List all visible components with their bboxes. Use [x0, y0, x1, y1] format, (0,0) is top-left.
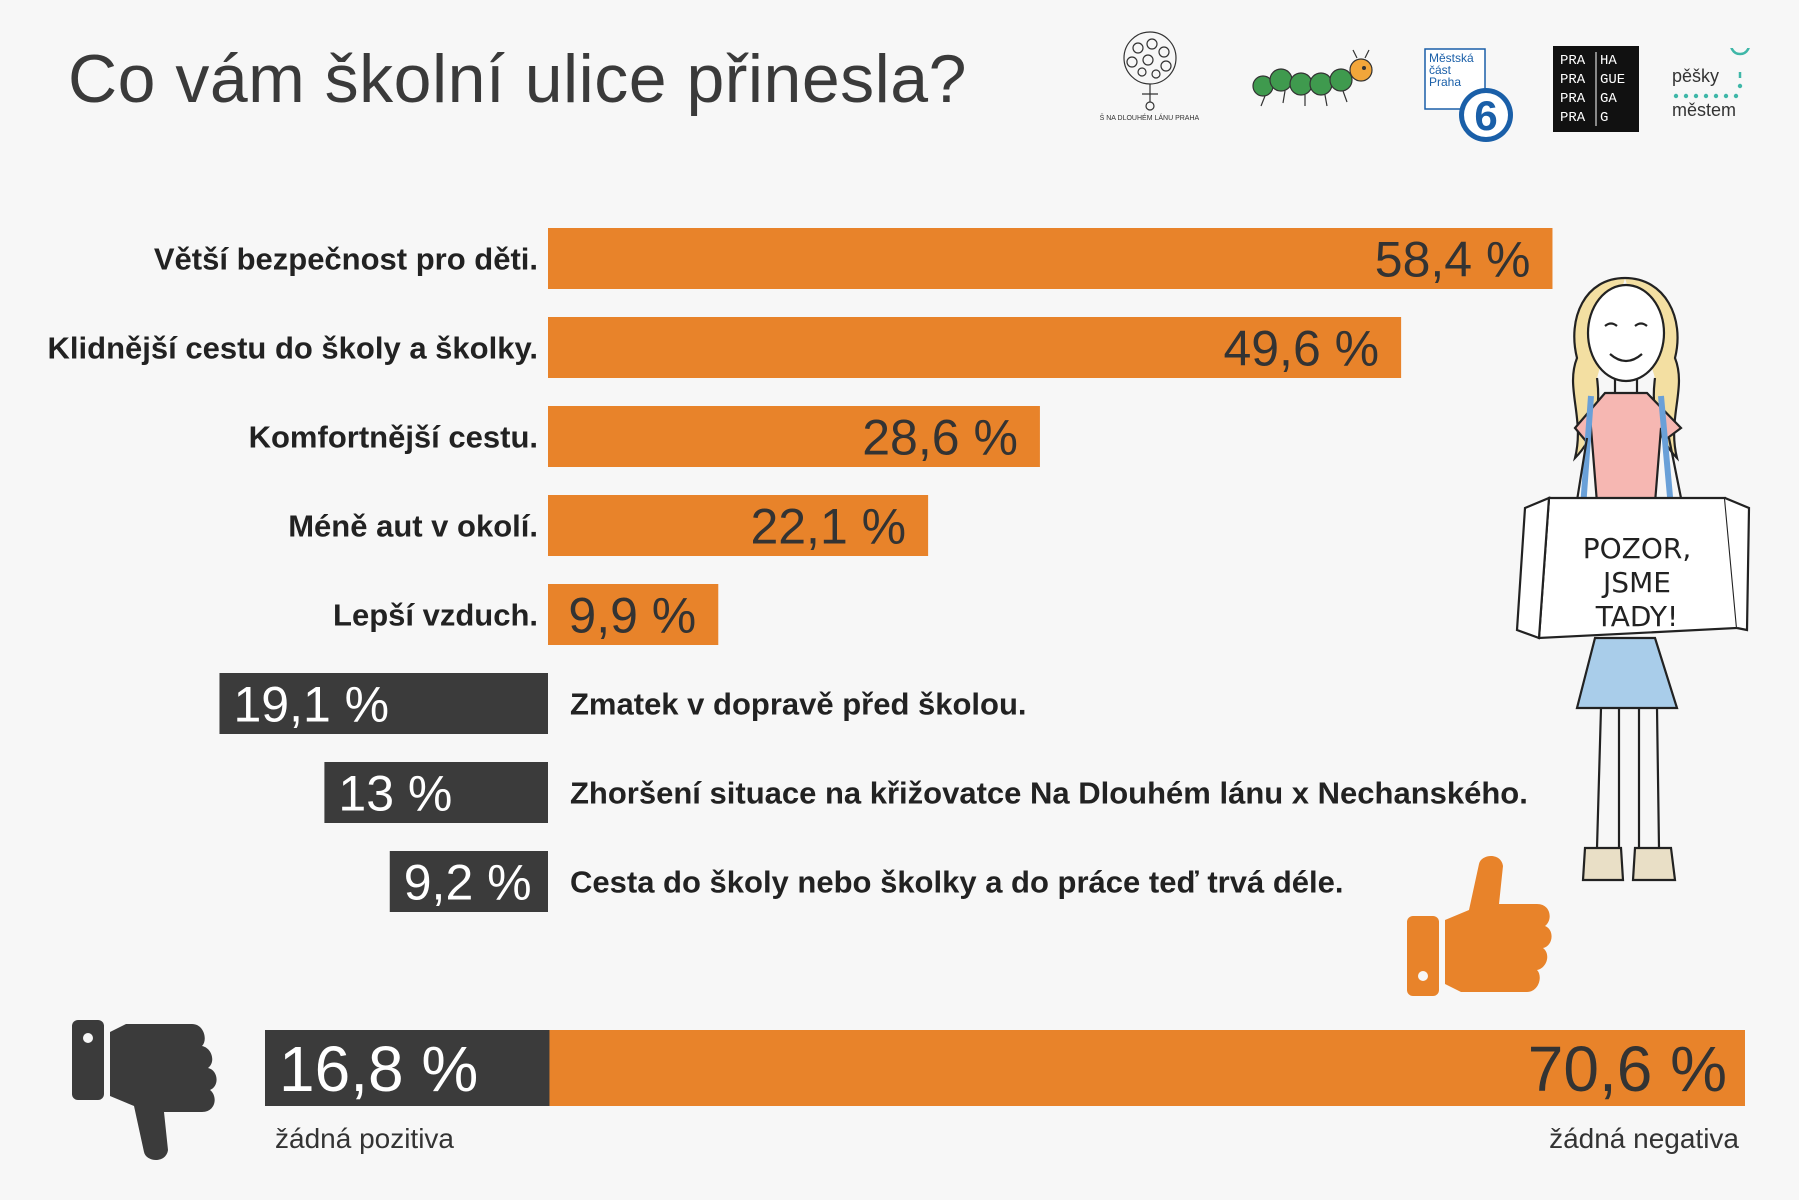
- summary-value-no-negatives: 70,6 %: [1528, 1033, 1727, 1105]
- school-logo-text: ZŠ NA DLOUHÉM LÁNU PRAHA 6: [1100, 113, 1200, 122]
- thumbs-up-icon: [1407, 856, 1552, 996]
- prague-cell: G: [1600, 110, 1608, 126]
- prague-cell: PRA: [1560, 91, 1586, 107]
- positive-category-label: Méně aut v okolí.: [288, 509, 538, 544]
- positive-value-label: 28,6 %: [862, 410, 1018, 466]
- praha6-logo: Městská část Praha 6: [1424, 48, 1513, 142]
- positive-category-label: Komfortnější cestu.: [249, 420, 538, 455]
- negative-category-label: Cesta do školy nebo školky a do práce te…: [570, 865, 1343, 900]
- prague-cell: GA: [1600, 91, 1617, 107]
- positive-value-label: 49,6 %: [1223, 321, 1379, 377]
- positive-bar: [548, 228, 1553, 289]
- prague-cell: PRA: [1560, 72, 1586, 88]
- sign-text-line1: POZOR,: [1583, 532, 1692, 565]
- summary-value-no-positives: 16,8 %: [279, 1033, 478, 1105]
- chart-title: Co vám školní ulice přinesla?: [68, 41, 967, 117]
- praha6-line1: Městská: [1429, 51, 1474, 65]
- praha6-line2: část: [1429, 63, 1452, 77]
- negative-bar: [324, 762, 548, 823]
- negative-bar: [219, 673, 549, 734]
- negative-value-label: 13 %: [338, 766, 452, 822]
- negative-value-label: 9,2 %: [404, 855, 532, 911]
- prague-cell: PRA: [1560, 110, 1586, 126]
- thumbs-down-icon: [72, 1020, 217, 1160]
- positive-category-label: Klidnější cestu do školy a školky.: [48, 331, 538, 366]
- negative-value-label: 19,1 %: [233, 677, 389, 733]
- positive-value-label: 58,4 %: [1375, 232, 1531, 288]
- prague-cell: HA: [1600, 53, 1617, 69]
- school-logo: ZŠ NA DLOUHÉM LÁNU PRAHA 6: [1100, 31, 1200, 122]
- positive-value-label: 22,1 %: [750, 499, 906, 555]
- positive-category-label: Lepší vzduch.: [333, 598, 538, 633]
- summary-caption-no-negatives: žádná negativa: [1549, 1123, 1739, 1154]
- summary-segment-no-negatives: [549, 1030, 1745, 1106]
- positive-category-label: Větší bezpečnost pro děti.: [154, 242, 538, 277]
- praha6-number: 6: [1474, 92, 1497, 139]
- negative-category-label: Zmatek v dopravě před školou.: [570, 687, 1027, 722]
- sign-text-line3: TADY!: [1595, 600, 1678, 633]
- caterpillar-logo: [1252, 49, 1373, 107]
- prague-cell: GUE: [1600, 72, 1625, 88]
- summary-caption-no-positives: žádná pozitiva: [275, 1123, 454, 1154]
- prague-cell: PRA: [1560, 53, 1586, 69]
- sign-text-line2: JSME: [1601, 566, 1671, 599]
- girl-illustration: POZOR, JSME TADY!: [1515, 276, 1751, 882]
- summary-segment-no-positives: [265, 1030, 550, 1106]
- positive-bar: [548, 317, 1402, 378]
- negative-bar: [389, 851, 548, 912]
- negative-category-label: Zhoršení situace na křižovatce Na Dlouhé…: [570, 776, 1528, 811]
- positive-bar: [548, 495, 929, 556]
- pesky-line2: městem: [1672, 100, 1736, 120]
- positive-bar: [548, 584, 719, 645]
- positive-bar: [548, 406, 1040, 467]
- pesky-line1: pěšky: [1672, 66, 1719, 86]
- positive-value-label: 9,9 %: [568, 588, 696, 644]
- pesky-mestem-logo: pěšky městem: [1672, 48, 1750, 120]
- praha6-line3: Praha: [1429, 75, 1461, 89]
- prague-logo: PRA HA PRA GUE PRA GA PRA G: [1553, 46, 1639, 132]
